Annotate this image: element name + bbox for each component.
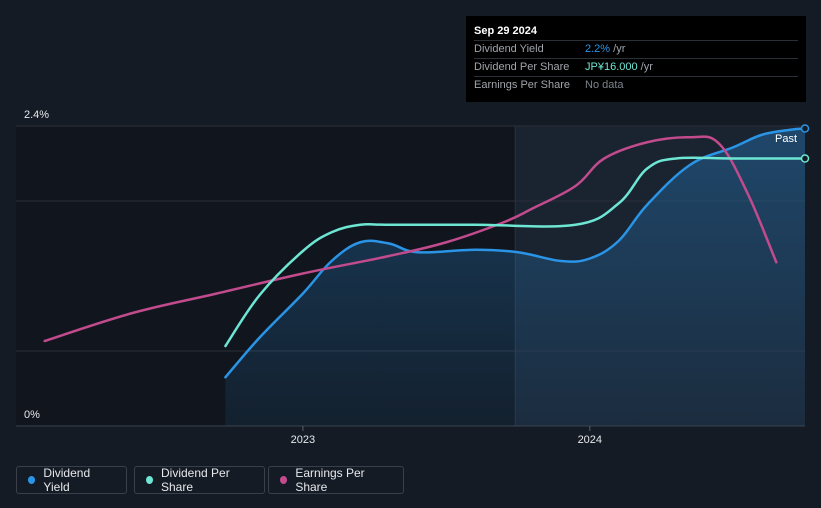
legend-dot-icon	[146, 476, 153, 484]
past-label: Past	[775, 133, 797, 145]
dividend-yield-area	[225, 128, 806, 426]
tooltip-label: Dividend Per Share	[474, 61, 570, 73]
tooltip-row-dividend-per-share: Dividend Per Share JP¥16.000 /yr	[474, 58, 798, 76]
tooltip-value: No data	[585, 79, 624, 91]
tooltip-value: 2.2%	[585, 43, 611, 55]
legend-earnings-per-share[interactable]: Earnings Per Share	[268, 466, 404, 494]
dividend-yield-end-marker	[800, 124, 810, 133]
y-tick-label: 0%	[24, 409, 40, 421]
legend-label: Dividend Yield	[43, 466, 91, 494]
tooltip-unit: /yr	[610, 43, 626, 55]
tooltip-unit: /yr	[637, 61, 653, 73]
x-tick-label: 2024	[578, 434, 602, 446]
dividend-per-share-line	[224, 156, 807, 348]
tooltip-value: JP¥16.000	[585, 61, 638, 73]
legend-dot-icon	[28, 476, 36, 484]
legend-label: Dividend Per Share	[161, 466, 230, 494]
x-tick-label: 2023	[291, 434, 315, 446]
tooltip-date: Sep 29 2024	[474, 25, 537, 37]
earnings-per-share-line	[43, 135, 778, 343]
legend-dividend-per-share[interactable]: Dividend Per Share	[134, 466, 265, 494]
legend-dot-icon	[280, 476, 288, 484]
tooltip-row-dividend-yield: Dividend Yield 2.2% /yr	[474, 40, 798, 58]
tooltip-row-earnings-per-share: Earnings Per Share No data	[474, 76, 798, 94]
legend-dividend-yield[interactable]: Dividend Yield	[16, 466, 127, 494]
data-tooltip: Sep 29 2024 Dividend Yield 2.2% /yr Divi…	[466, 16, 806, 102]
legend-label: Earnings Per Share	[295, 466, 365, 494]
dividend-yield-line	[224, 127, 807, 379]
tooltip-label: Earnings Per Share	[474, 79, 570, 91]
dividend-per-share-end-marker	[800, 154, 810, 163]
tooltip-label: Dividend Yield	[474, 43, 544, 55]
y-tick-label: 2.4%	[24, 109, 49, 121]
